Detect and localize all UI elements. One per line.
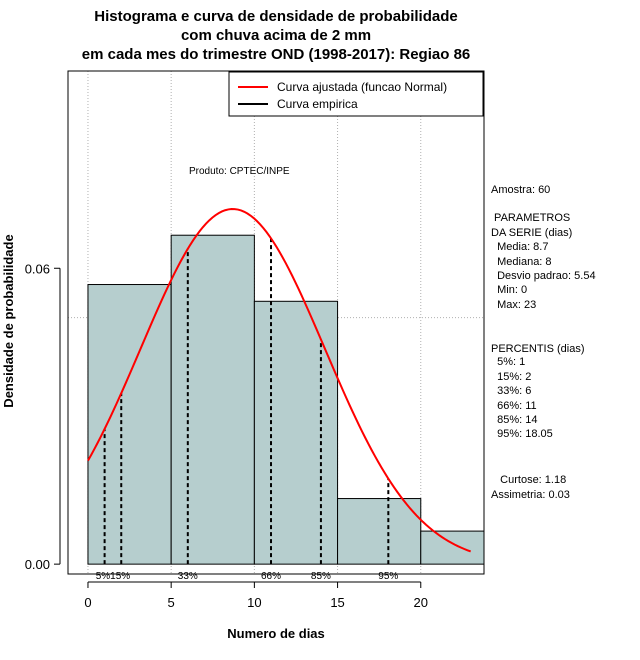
- stats-line-9: 5%: 1: [491, 356, 525, 368]
- percentile-label-1: 33%: [178, 571, 198, 582]
- x-axis: 0 5 10 15 20: [84, 581, 428, 610]
- chart-title: Histograma e curva de densidade de proba…: [82, 8, 471, 63]
- stats-line-10: 15%: 2: [491, 371, 531, 383]
- percentile-label-2: 66%: [261, 571, 281, 582]
- stats-line-3: Media: 8.7: [491, 241, 548, 253]
- x-axis-title: Numero de dias: [227, 626, 325, 641]
- percentile-label-4: 95%: [378, 571, 398, 582]
- stats-line-11: 33%: 6: [491, 385, 531, 397]
- stats-line-5: Desvio padrao: 5.54: [491, 270, 596, 282]
- stats-line-7: Max: 23: [491, 299, 536, 311]
- percentile-markers: [103, 238, 390, 565]
- stats-line-15: Curtose: 1.18: [491, 474, 566, 486]
- y-axis: 0.00 0.06: [25, 261, 61, 572]
- title-line-3: em cada mes do trimestre OND (1998-2017)…: [82, 46, 471, 63]
- stats-line-0: Amostra: 60: [491, 184, 550, 196]
- x-tick-label-2: 10: [247, 595, 261, 610]
- stats-line-4: Mediana: 8: [491, 256, 552, 268]
- histogram-bar-3: [337, 498, 422, 565]
- stats-line-14: 95%: 18.05: [491, 428, 553, 440]
- histogram-bar-0: [87, 284, 172, 565]
- histogram-bar-4: [420, 530, 485, 565]
- stats-line-1: PARAMETROS: [491, 212, 570, 224]
- percentile-labels: 5%15% 33% 66% 85% 95%: [96, 571, 399, 582]
- title-line-2: com chuva acima de 2 mm: [181, 27, 371, 44]
- stats-line-16: Assimetria: 0.03: [491, 489, 570, 501]
- x-tick-label-0: 0: [84, 595, 91, 610]
- y-axis-title: Densidade de probabilidade: [1, 234, 16, 407]
- stats-line-8: PERCENTIS (dias): [491, 343, 585, 355]
- histogram-bar-2: [253, 300, 339, 565]
- statistics-panel: Amostra: 60 PARAMETROS DA SERIE (dias) Me…: [491, 184, 596, 501]
- stats-line-6: Min: 0: [491, 284, 527, 296]
- x-tick-label-1: 5: [168, 595, 175, 610]
- stats-line-13: 85%: 14: [491, 414, 537, 426]
- plot-area-frame: [67, 70, 485, 575]
- title-line-1: Histograma e curva de densidade de proba…: [94, 8, 457, 25]
- legend-label-fitted: Curva ajustada (funcao Normal): [277, 80, 447, 94]
- normal-curve-line: [87, 208, 472, 553]
- stats-line-2: DA SERIE (dias): [491, 227, 572, 239]
- legend: Curva ajustada (funcao Normal) Curva emp…: [228, 71, 484, 117]
- legend-label-empirical: Curva empirica: [277, 97, 358, 111]
- legend-box: [228, 71, 484, 117]
- x-tick-label-4: 20: [414, 595, 428, 610]
- y-tick-label-0: 0.00: [25, 557, 50, 572]
- percentile-label-3: 85%: [311, 571, 331, 582]
- x-tick-label-3: 15: [330, 595, 344, 610]
- y-tick-label-1: 0.06: [25, 261, 50, 276]
- product-label: Produto: CPTEC/INPE: [189, 166, 290, 177]
- percentile-label-0: 5%15%: [96, 571, 131, 582]
- histogram-bars: [87, 234, 485, 565]
- histogram-bar-1: [170, 234, 255, 565]
- stats-line-12: 66%: 11: [491, 400, 537, 412]
